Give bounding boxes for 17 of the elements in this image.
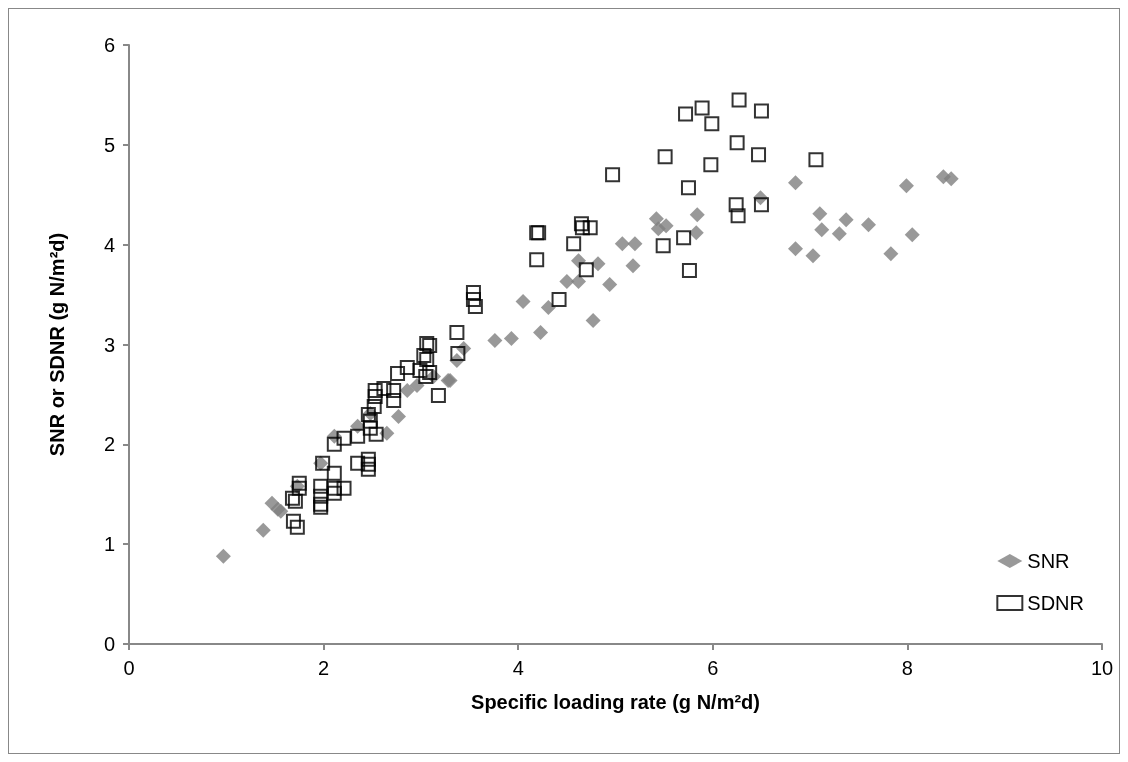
y-axis-title: SNR or SDNR (g N/m²d)	[46, 232, 68, 457]
y-tick-label: 0	[103, 633, 115, 655]
x-axis-title: Specific loading rate (g N/m²d)	[471, 691, 760, 713]
legend-label: SDNR	[1027, 592, 1084, 614]
x-tick-label: 8	[901, 657, 913, 679]
legend-label: SNR	[1027, 550, 1070, 572]
y-tick-label: 4	[103, 233, 115, 256]
x-tick-label: 0	[123, 657, 135, 679]
x-tick-label: 4	[512, 657, 524, 679]
x-tick-label: 10	[1090, 657, 1114, 679]
y-tick-label: 1	[103, 533, 115, 556]
y-tick-label: 5	[103, 133, 115, 156]
x-tick-label: 6	[707, 657, 719, 679]
y-tick-label: 6	[103, 34, 115, 56]
x-tick-label: 2	[318, 657, 330, 679]
y-tick-label: 2	[103, 433, 115, 456]
y-tick-label: 3	[103, 333, 115, 356]
